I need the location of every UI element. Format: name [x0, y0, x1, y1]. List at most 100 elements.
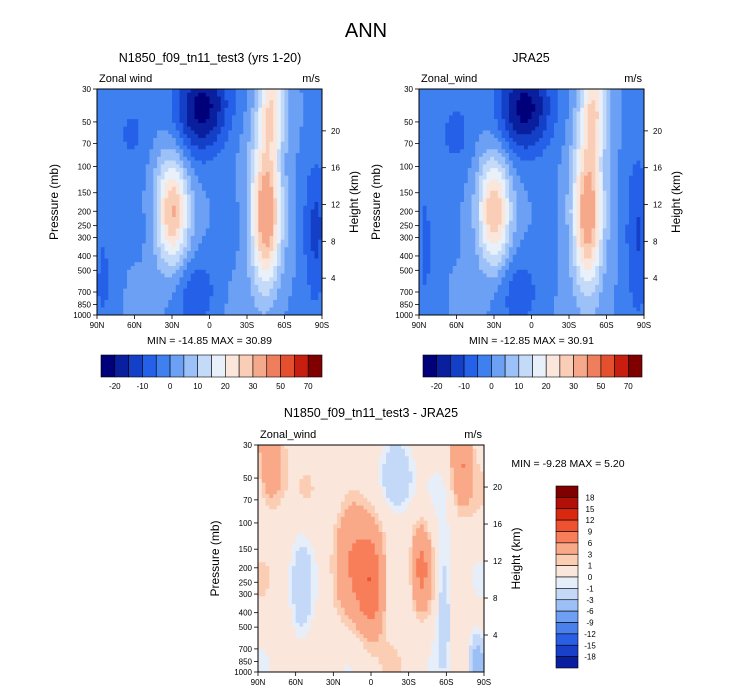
field-cell: [531, 100, 536, 105]
field-cell: [591, 92, 596, 97]
field-cell: [213, 296, 218, 301]
field-cell: [307, 141, 312, 146]
field-cell: [636, 126, 641, 131]
field-cell: [172, 205, 177, 210]
field-cell: [108, 296, 113, 301]
field-cell: [314, 303, 319, 308]
field-cell: [572, 145, 577, 150]
field-cell: [149, 307, 154, 312]
field-cell: [198, 92, 203, 97]
field-cell: [123, 164, 128, 169]
field-cell: [119, 281, 124, 286]
field-cell: [108, 205, 113, 210]
field-cell: [299, 224, 304, 229]
field-cell: [467, 104, 472, 109]
field-cell: [531, 153, 536, 158]
field-cell: [445, 96, 450, 101]
field-cell: [288, 228, 293, 233]
field-cell: [452, 89, 457, 94]
field-cell: [464, 130, 469, 135]
field-cell: [524, 153, 529, 158]
field-cell: [565, 153, 570, 158]
field-cell: [617, 89, 622, 94]
field-cell: [100, 160, 105, 165]
field-cell: [254, 183, 259, 188]
field-cell: [557, 130, 562, 135]
field-cell: [299, 209, 304, 214]
field-cell: [220, 205, 225, 210]
field-cell: [149, 288, 154, 293]
field-cell: [183, 205, 188, 210]
field-cell: [138, 111, 143, 116]
field-cell: [183, 217, 188, 222]
field-cell: [97, 126, 102, 131]
field-cell: [202, 217, 207, 222]
field-cell: [250, 160, 255, 165]
field-cell: [172, 235, 177, 241]
field-cell: [104, 213, 109, 218]
field-cell: [134, 141, 139, 146]
field-cell: [130, 258, 135, 263]
y2-tick-label: 16: [331, 164, 340, 173]
field-cell: [119, 205, 124, 210]
field-cell: [250, 269, 255, 274]
field-cell: [175, 224, 180, 229]
field-cell: [209, 134, 214, 139]
field-cell: [280, 164, 285, 169]
field-cell: [104, 247, 109, 252]
field-cell: [119, 96, 124, 101]
field-cell: [202, 209, 207, 214]
field-cell: [145, 141, 150, 146]
field-cell: [194, 228, 199, 233]
field-cell: [288, 296, 293, 301]
field-cell: [318, 122, 323, 128]
field-cell: [591, 96, 596, 101]
field-cell: [277, 235, 282, 241]
field-cell: [434, 145, 439, 150]
field-cell: [97, 111, 102, 116]
field-cell: [145, 156, 150, 161]
field-cell: [239, 141, 244, 146]
field-cell: [217, 107, 222, 112]
field-cell: [280, 141, 285, 146]
field-cell: [224, 209, 229, 214]
field-cell: [220, 292, 225, 297]
field-cell: [190, 168, 195, 173]
field-cell: [100, 168, 105, 173]
field-cell: [614, 137, 619, 143]
field-cell: [310, 96, 315, 101]
contour-field: [419, 89, 645, 316]
field-cell: [160, 303, 165, 308]
field-cell: [288, 307, 293, 312]
field-cell: [569, 89, 574, 94]
field-cell: [273, 277, 278, 282]
field-cell: [250, 122, 255, 128]
field-cell: [295, 217, 300, 222]
field-cell: [284, 92, 289, 97]
field-cell: [198, 239, 203, 244]
field-cell: [100, 198, 105, 203]
field-cell: [299, 277, 304, 282]
field-cell: [205, 160, 210, 165]
field-cell: [198, 183, 203, 188]
field-cell: [572, 122, 577, 128]
field-cell: [187, 273, 192, 278]
field-cell: [303, 194, 308, 199]
field-cell: [153, 299, 158, 305]
field-cell: [640, 100, 645, 105]
field-cell: [153, 258, 158, 263]
field-cell: [194, 104, 199, 109]
field-cell: [160, 269, 165, 274]
field-cell: [273, 258, 278, 263]
field-cell: [531, 96, 536, 101]
field-cell: [318, 224, 323, 229]
field-cell: [232, 217, 237, 222]
field-cell: [490, 119, 495, 124]
field-cell: [217, 213, 222, 218]
field-cell: [134, 228, 139, 233]
field-cell: [292, 209, 297, 214]
field-cell: [303, 164, 308, 169]
field-cell: [217, 145, 222, 150]
field-cell: [104, 134, 109, 139]
field-cell: [100, 145, 105, 150]
